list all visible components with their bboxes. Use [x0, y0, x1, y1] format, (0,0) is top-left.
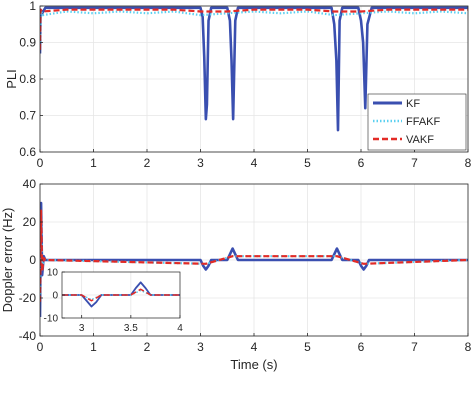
legend-label-ffakf: FFAKF [406, 116, 441, 128]
pli-series-vakf [40, 8, 468, 50]
pli-ticks: 0 1 2 3 4 5 6 7 8 0.6 0.7 0.8 0.9 1 [19, 0, 471, 170]
pli-xtick-label: 1 [90, 156, 97, 170]
pli-xtick-label: 8 [465, 156, 472, 170]
legend-label-kf: KF [406, 98, 420, 110]
pli-ytick-label: 0.6 [19, 145, 36, 159]
pli-xtick-label: 2 [144, 156, 151, 170]
inset-ytick-label: -10 [44, 314, 59, 325]
pli-xtick-label: 6 [358, 156, 365, 170]
inset-chart: 3 3.5 4 -10 0 10 [44, 268, 184, 335]
pli-series-ffakf [40, 10, 468, 43]
doppler-ytick-label: -40 [19, 329, 37, 343]
pli-xtick-label: 7 [411, 156, 418, 170]
inset-series-vakf [62, 288, 180, 302]
inset-xtick-label: 4 [177, 323, 183, 334]
doppler-xtick-label: 2 [144, 340, 151, 354]
pli-ytick-label: 1 [29, 0, 36, 13]
pli-ylabel: PLI [4, 69, 19, 89]
pli-ytick-label: 0.7 [19, 109, 36, 123]
legend: KF FFAKF VAKF [367, 93, 467, 151]
doppler-ytick-label: 0 [29, 253, 36, 267]
pli-xtick-label: 3 [197, 156, 204, 170]
inset-series-group [62, 281, 180, 308]
doppler-xtick-label: 3 [197, 340, 204, 354]
inset-ticks: 3 3.5 4 -10 0 10 [44, 268, 184, 335]
legend-entry-ffakf: FFAKF [373, 116, 441, 128]
legend-label-vakf: VAKF [406, 134, 434, 146]
doppler-xtick-label: 8 [465, 340, 472, 354]
doppler-xtick-label: 0 [37, 340, 44, 354]
pli-xtick-label: 0 [37, 156, 44, 170]
doppler-xtick-label: 1 [90, 340, 97, 354]
doppler-series-group [40, 201, 468, 318]
doppler-xtick-label: 6 [358, 340, 365, 354]
doppler-xlabel: Time (s) [230, 357, 277, 372]
inset-xtick-label: 3.5 [124, 323, 138, 334]
inset-xtick-label: 3 [79, 323, 85, 334]
pli-xtick-label: 5 [304, 156, 311, 170]
doppler-ytick-label: -20 [19, 291, 37, 305]
doppler-ylabel: Doppler error (Hz) [0, 208, 15, 313]
legend-entry-vakf: VAKF [373, 134, 434, 146]
pli-ytick-label: 0.8 [19, 72, 36, 86]
pli-chart: 0 1 2 3 4 5 6 7 8 0.6 0.7 0.8 0.9 1 PLI KF FFAKF VAKF [4, 0, 472, 170]
pli-series-kf [40, 6, 468, 132]
inset-ytick-label: 0 [52, 291, 58, 302]
pli-ytick-label: 0.9 [19, 36, 36, 50]
legend-entry-kf: KF [373, 98, 420, 110]
inset-ytick-label: 10 [47, 268, 59, 279]
pli-xtick-label: 4 [251, 156, 258, 170]
doppler-ytick-label: 20 [23, 215, 37, 229]
doppler-series-vakf [40, 209, 468, 302]
doppler-xtick-label: 4 [251, 340, 258, 354]
doppler-ytick-label: 40 [23, 177, 37, 191]
pli-series-group [40, 6, 468, 132]
doppler-xtick-label: 7 [411, 340, 418, 354]
doppler-xtick-label: 5 [304, 340, 311, 354]
